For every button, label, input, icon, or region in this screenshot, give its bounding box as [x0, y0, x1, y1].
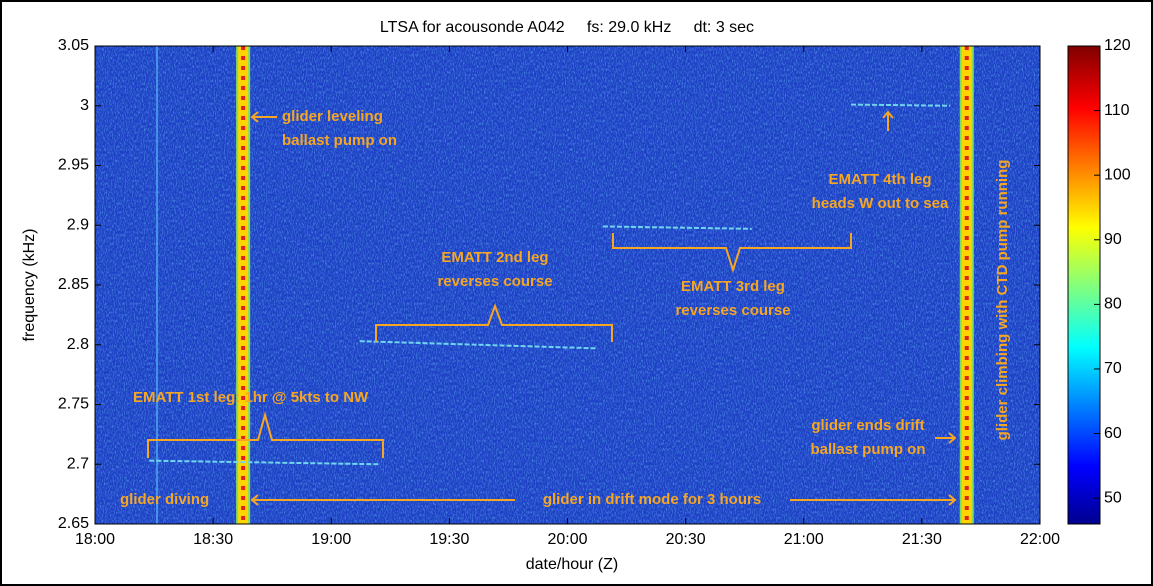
arrow	[250, 494, 957, 506]
annotation-shapes	[147, 110, 957, 506]
annotation: reverses course	[675, 302, 790, 319]
colorbar-tick-label: 70	[1104, 360, 1122, 377]
annotation: ballast pump on	[810, 441, 925, 458]
y-tick-label: 2.65	[58, 515, 89, 532]
colorbar-tick-label: 100	[1104, 166, 1131, 183]
x-tick-label: 20:00	[547, 531, 587, 548]
annotation: glider climbing with CTD pump running	[994, 160, 1011, 441]
tonal-line	[359, 340, 596, 350]
bracket	[147, 411, 384, 458]
y-tick-label: 2.75	[58, 396, 89, 413]
annotation: glider ends drift	[811, 417, 924, 434]
bracket	[375, 303, 613, 342]
pump-band	[236, 46, 251, 524]
colorbar-tick-label: 110	[1104, 102, 1130, 119]
x-axis-label: date/hour (Z)	[526, 556, 618, 573]
bracket	[612, 233, 852, 274]
x-tick-label: 18:00	[75, 531, 115, 548]
x-tick-label: 22:00	[1020, 531, 1060, 548]
annotation: glider diving	[120, 491, 209, 508]
arrow	[882, 110, 894, 131]
y-tick-label: 2.95	[58, 157, 89, 174]
colorbar-tick-label: 120	[1104, 37, 1131, 54]
annotation: EMATT 2nd leg	[441, 249, 548, 266]
annotation: heads W out to sea	[812, 195, 949, 212]
colorbar-tick-label: 60	[1104, 425, 1122, 442]
x-tick-label: 18:30	[193, 531, 233, 548]
y-tick-label: 2.7	[67, 455, 89, 472]
spectrogram-noise	[95, 46, 1040, 524]
annotation: reverses course	[437, 273, 552, 290]
annotation: EMATT 1st leg: 1hr @ 5kts to NW	[133, 389, 369, 406]
colorbar-tick-label: 80	[1104, 296, 1122, 313]
x-tick-label: 21:30	[902, 531, 942, 548]
chart-title: LTSA for acousonde A042 fs: 29.0 kHz dt:…	[380, 19, 754, 36]
arrow	[935, 432, 957, 444]
annotation: glider in drift mode for 3 hours	[543, 491, 761, 508]
pump-band	[959, 46, 974, 524]
tonal-line	[850, 103, 951, 107]
annotation: EMATT 4th leg	[828, 171, 931, 188]
band-core	[960, 46, 973, 524]
tonal-line	[602, 225, 752, 230]
y-tick-label: 3.05	[58, 37, 89, 54]
y-tick-label: 3	[80, 97, 89, 114]
annotation: ballast pump on	[282, 132, 397, 149]
y-axis-label: frequency (kHz)	[21, 229, 38, 342]
y-tick-label: 2.8	[67, 336, 89, 353]
x-tick-label: 21:00	[784, 531, 824, 548]
arrow	[250, 111, 277, 123]
tonal-line	[149, 459, 379, 466]
x-tick-label: 19:30	[429, 531, 469, 548]
colorbar	[1067, 45, 1101, 525]
band-core	[237, 46, 250, 524]
y-tick-label: 2.85	[58, 276, 89, 293]
colorbar-tick-label: 50	[1104, 489, 1122, 506]
x-tick-label: 20:30	[666, 531, 706, 548]
annotation: glider leveling	[282, 108, 383, 125]
annotation: EMATT 3rd leg	[681, 278, 785, 295]
y-tick-label: 2.9	[67, 216, 89, 233]
x-tick-label: 19:00	[311, 531, 351, 548]
colorbar-tick-label: 90	[1104, 231, 1122, 248]
